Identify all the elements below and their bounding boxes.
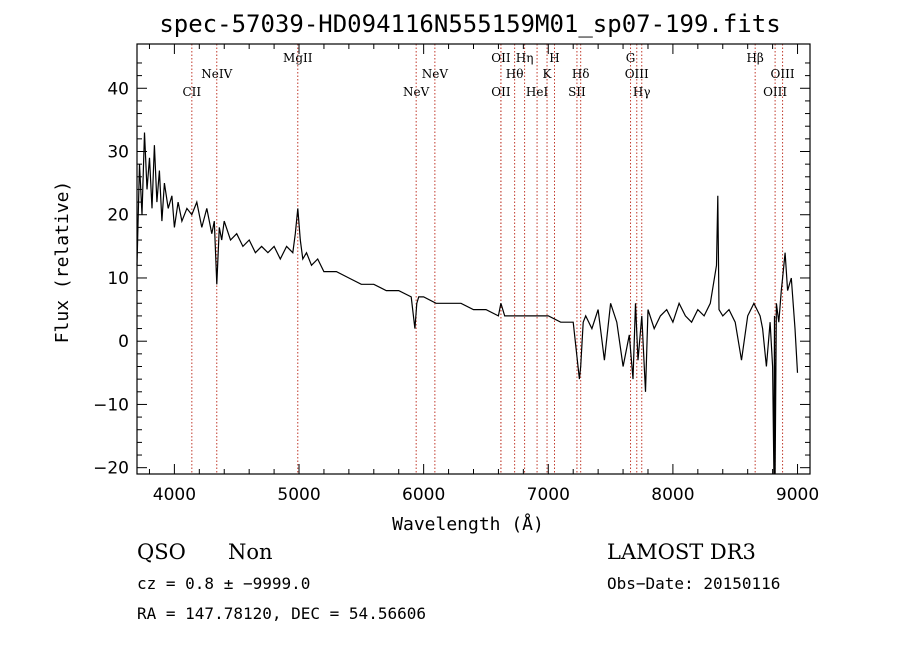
object-subclass: Non [228,540,273,564]
spectral-line-label: SII [568,85,586,99]
spectral-line-label: Hη [516,51,534,65]
spectral-line-label: Hγ [633,85,651,99]
spectral-line-label: CII [183,85,202,99]
y-tick-label: 40 [107,79,129,99]
spectral-line-label: NeV [403,85,430,99]
y-axis-ticks: −20 −10 0 10 20 30 40 [93,62,810,479]
x-tick-label: 5000 [277,485,320,505]
x-axis-ticks: 4000 5000 6000 7000 8000 9000 [148,44,819,505]
spectral-line-label: K [543,67,553,81]
survey-name: LAMOST DR3 [607,540,756,564]
spectral-line-label: OIII [763,85,787,99]
spectral-line-labels: CII NeIV MgII NeV NeV OII OII Hθ Hη HeI KH Hδ SII G OI… [183,51,795,99]
plot-frame [136,43,811,475]
spectral-line-label: Hθ [506,67,524,81]
y-tick-label: 0 [118,332,129,352]
spectral-line-label: G [626,51,636,65]
chart-title: spec-57039-HD094116N555159M01_sp07-199.f… [159,10,780,38]
spectral-line-label: OIII [625,67,649,81]
y-tick-label: 20 [107,206,129,226]
redshift-readout: cz = 0.8 ± −9999.0 [137,574,310,593]
spectral-line-label: H [549,51,559,65]
spectral-line-label: NeIV [201,67,232,81]
spectral-line-label: Hδ [572,67,590,81]
x-tick-label: 4000 [153,485,196,505]
object-class: QSO [137,540,186,564]
spectral-line-label: OII [491,85,511,99]
y-tick-label: −20 [93,459,129,479]
x-tick-label: 6000 [402,485,445,505]
y-axis-label: Flux (relative) [52,181,73,344]
y-tick-label: −10 [93,395,129,415]
coordinates-readout: RA = 147.78120, DEC = 54.56606 [137,604,426,623]
x-axis-label: Wavelength (Å) [392,513,544,535]
spectral-line-label: MgII [283,51,313,65]
x-tick-label: 8000 [651,485,694,505]
y-tick-label: 10 [107,269,129,289]
x-tick-label: 9000 [776,485,819,505]
spectral-line-label: HeI [526,85,549,99]
y-tick-label: 30 [107,143,129,163]
spectral-line-label: NeV [422,67,449,81]
spectral-line-label: OIII [771,67,795,81]
spectral-line-label: OII [491,51,511,65]
observation-date: Obs−Date: 20150116 [607,574,780,593]
spectral-line-label: Hβ [746,51,763,65]
flux-series-line [136,132,799,475]
x-tick-label: 7000 [527,485,570,505]
